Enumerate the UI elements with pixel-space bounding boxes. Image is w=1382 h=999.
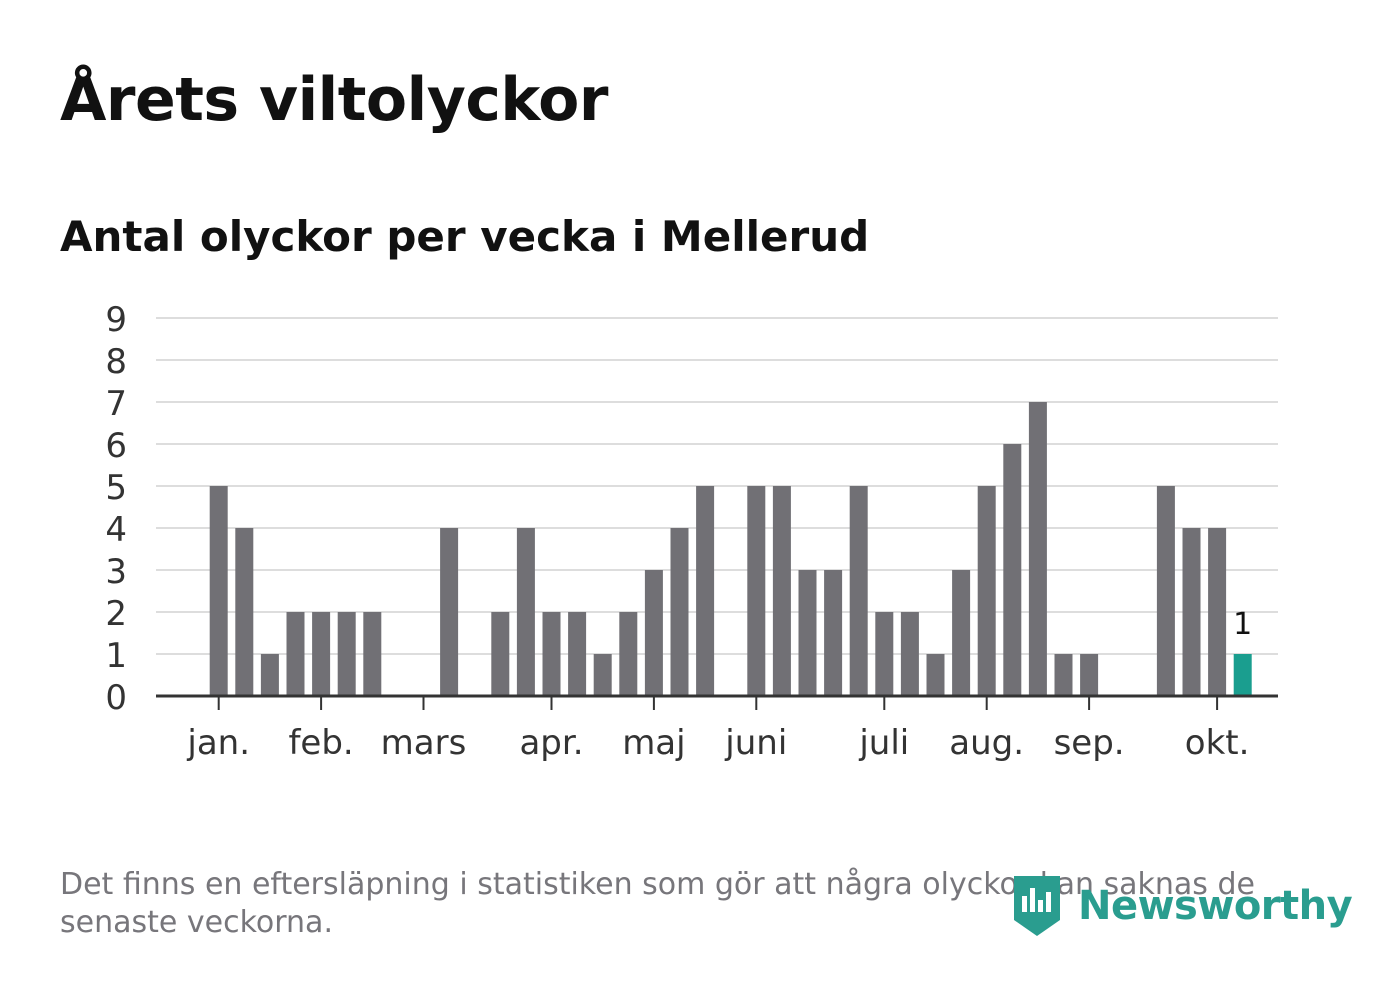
brand-name: Newsworthy <box>1078 883 1353 929</box>
bar <box>542 612 561 696</box>
x-tick-label: juni <box>724 723 787 763</box>
x-tick-label: aug. <box>949 723 1024 763</box>
bar <box>798 570 817 696</box>
bar <box>312 612 331 696</box>
bar <box>1003 444 1022 696</box>
bar <box>286 612 305 696</box>
bar <box>1028 402 1047 696</box>
y-tick-label: 1 <box>105 636 127 676</box>
x-tick-label: mars <box>381 723 467 763</box>
y-tick-label: 0 <box>105 678 127 718</box>
bar <box>977 486 996 696</box>
bar <box>1080 654 1099 696</box>
bar-highlighted <box>1233 654 1252 696</box>
x-tick-label: juli <box>858 723 909 763</box>
bar <box>260 654 279 696</box>
y-tick-label: 3 <box>105 552 127 592</box>
bar <box>1208 528 1227 696</box>
bar <box>824 570 843 696</box>
bar <box>849 486 868 696</box>
bar <box>747 486 766 696</box>
bar <box>209 486 228 696</box>
bar <box>952 570 971 696</box>
x-tick-label: maj <box>622 723 685 763</box>
data-label: 1 <box>1233 607 1252 642</box>
bar <box>491 612 510 696</box>
y-tick-label: 9 <box>105 300 127 340</box>
chart-subtitle: Antal olyckor per vecka i Mellerud <box>60 212 870 261</box>
bar <box>926 654 945 696</box>
newsworthy-logo-icon <box>1014 876 1060 936</box>
bar <box>568 612 587 696</box>
bar <box>696 486 715 696</box>
brand-logo: Newsworthy <box>1010 874 1353 938</box>
x-tick-label: apr. <box>519 723 583 763</box>
y-tick-label: 8 <box>105 342 127 382</box>
x-tick-label: jan. <box>186 723 250 763</box>
bar <box>670 528 689 696</box>
bar <box>1182 528 1201 696</box>
y-tick-label: 6 <box>105 426 127 466</box>
bar <box>1156 486 1175 696</box>
y-tick-label: 7 <box>105 384 127 424</box>
x-tick-label: okt. <box>1185 723 1250 763</box>
bar <box>644 570 663 696</box>
bar <box>363 612 382 696</box>
bar <box>440 528 459 696</box>
x-tick-label: feb. <box>288 723 353 763</box>
chart-title: Årets viltolyckor <box>60 65 609 135</box>
bar <box>619 612 638 696</box>
bar <box>337 612 356 696</box>
bar <box>875 612 894 696</box>
bar <box>235 528 254 696</box>
bar <box>516 528 535 696</box>
y-tick-label: 4 <box>105 510 127 550</box>
y-tick-label: 2 <box>105 594 127 634</box>
bar <box>1054 654 1073 696</box>
x-tick-label: sep. <box>1054 723 1125 763</box>
bar <box>900 612 919 696</box>
bar <box>772 486 791 696</box>
y-tick-label: 5 <box>105 468 127 508</box>
bar <box>593 654 612 696</box>
